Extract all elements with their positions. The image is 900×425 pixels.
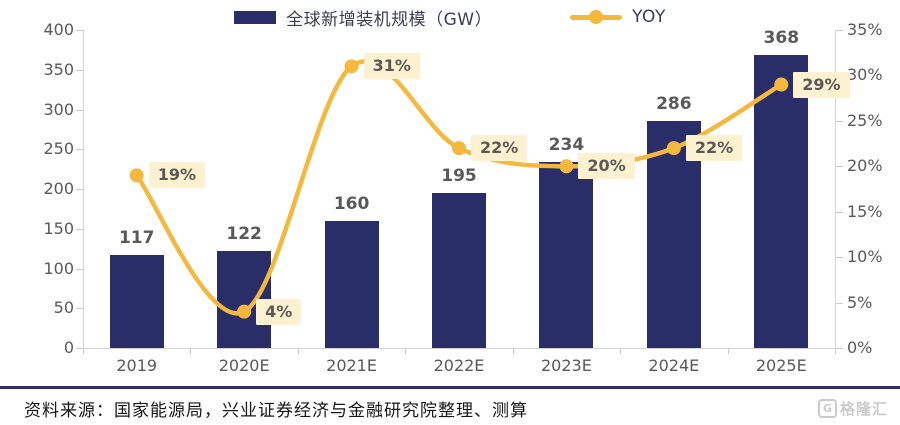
legend-line-dot-icon <box>589 10 604 24</box>
y-axis-left-tick <box>76 348 83 349</box>
y-axis-left-tick <box>76 228 83 230</box>
y-axis-left-tick-label: 200 <box>43 179 74 198</box>
y-axis-right-tick-label: 15% <box>847 201 883 221</box>
yoy-point-label: 29% <box>793 71 850 98</box>
y-axis-left-tick-label: 50 <box>53 298 74 318</box>
legend-label-yoy: YOY <box>632 7 666 27</box>
x-axis-label: 2024E <box>648 356 700 375</box>
x-axis-label: 2019 <box>116 356 158 375</box>
y-axis-right-tick-label: 25% <box>847 110 883 130</box>
y-axis-left-tick-label: 350 <box>43 59 74 79</box>
y-axis-right-line <box>835 30 836 348</box>
x-axis-label: 2022E <box>433 356 485 375</box>
y-axis-left-tick-label: 150 <box>43 218 74 238</box>
x-axis-tick <box>297 349 299 354</box>
y-axis-left-tick-label: 400 <box>43 20 74 39</box>
x-axis-tick <box>727 349 729 354</box>
y-axis-left-tick-label: 250 <box>43 139 74 159</box>
x-axis-label: 2023E <box>541 356 592 375</box>
y-axis-right-tick <box>836 120 843 122</box>
y-axis-right-tick <box>836 348 843 349</box>
x-axis-tick <box>835 349 836 354</box>
x-axis-tick <box>190 349 192 354</box>
y-axis-left-tick <box>76 268 83 270</box>
x-axis-label: 2020E <box>218 356 270 375</box>
y-axis-right-tick <box>836 30 843 31</box>
bar-value-label: 368 <box>763 28 800 49</box>
x-axis-label: 2021E <box>326 356 377 375</box>
y-axis-left-line <box>83 30 84 348</box>
legend-item-installed-capacity: 全球新增装机规模（GW） <box>234 5 492 30</box>
gelonghui-logo-icon: G <box>817 398 837 418</box>
y-axis-left-tick <box>76 149 83 151</box>
y-axis-left-tick-label: 0 <box>63 338 74 357</box>
y-axis-right-tick <box>836 166 843 168</box>
x-axis-tick <box>512 349 514 354</box>
y-axis-right-tick-label: 10% <box>847 247 883 267</box>
y-axis-left-tick <box>76 69 83 71</box>
y-axis-right-tick-label: 20% <box>847 156 883 176</box>
y-axis-right-tick-label: 5% <box>847 292 873 312</box>
x-axis-tick <box>83 349 84 354</box>
yoy-point-label: 20% <box>578 153 635 180</box>
y-axis-left-tick-label: 300 <box>43 99 74 119</box>
gelonghui-logo: G 格隆汇 <box>817 398 888 419</box>
legend-item-yoy: YOY <box>570 7 666 27</box>
y-axis-right-tick-label: 0% <box>847 338 873 357</box>
y-axis-left-tick <box>76 109 83 111</box>
y-axis-left-tick <box>76 30 83 31</box>
y-axis-right-tick-label: 30% <box>847 65 883 85</box>
y-axis-left-tick <box>76 308 83 310</box>
yoy-point-label: 31% <box>363 53 420 80</box>
source-note: 资料来源：国家能源局，兴业证券经济与金融研究院整理、测算 <box>24 400 528 420</box>
y-axis-right-tick <box>836 211 843 213</box>
legend: 全球新增装机规模（GW） YOY <box>0 4 900 30</box>
yoy-point-label: 22% <box>471 135 528 162</box>
x-axis-tick <box>620 349 622 354</box>
x-axis-label: 2025E <box>755 356 807 375</box>
y-axis-right-tick-label: 35% <box>847 20 883 39</box>
gelonghui-logo-text: 格隆汇 <box>839 399 888 418</box>
y-axis-right-tick <box>836 302 843 304</box>
yoy-point-label: 22% <box>685 135 743 162</box>
y-axis-left-tick-label: 100 <box>43 258 74 278</box>
legend-line-swatch <box>570 10 623 24</box>
x-axis-line <box>83 348 836 349</box>
y-axis-right-tick <box>836 257 843 259</box>
yoy-point-label: 19% <box>148 162 205 189</box>
legend-label-installed-capacity: 全球新增装机规模（GW） <box>286 9 493 30</box>
y-axis-left-tick <box>76 189 83 190</box>
x-axis-tick <box>405 349 407 354</box>
legend-bar-swatch <box>234 10 277 24</box>
footer: 资料来源：国家能源局，兴业证券经济与金融研究院整理、测算 G 格隆汇 <box>0 386 900 425</box>
yoy-point-label: 4% <box>256 298 302 325</box>
